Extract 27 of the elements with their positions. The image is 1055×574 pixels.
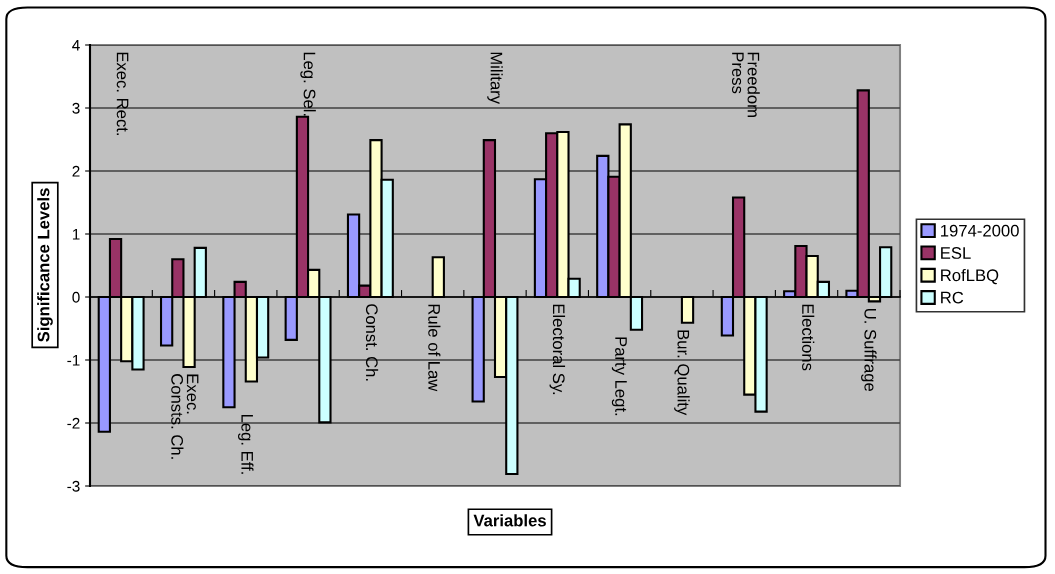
x-tick-label: Exec. Rect. <box>116 52 129 135</box>
y-tick-label: 4 <box>72 40 80 51</box>
y-axis-title: Significance Levels <box>37 188 53 342</box>
y-tick-label: -3 <box>67 480 80 492</box>
x-tick-label: Rule of Law <box>428 304 441 392</box>
legend-label: 1974-2000 <box>941 224 1019 237</box>
x-tick-label: Elections <box>802 304 815 371</box>
y-tick-label: 0 <box>72 291 80 303</box>
x-tick-label: Const. Ch. <box>365 304 379 381</box>
x-tick-label: Electoral Sy. <box>549 304 566 395</box>
x-tick-label: U. Suffrage <box>861 309 877 391</box>
x-tick-label: Leg. Eff. <box>238 414 254 474</box>
y-tick-label: 2 <box>72 165 80 177</box>
legend-label: RC <box>941 291 964 304</box>
y-tick-label: 3 <box>72 102 80 114</box>
x-tick-label: Exec. Consts. Ch. <box>171 374 199 459</box>
legend-label: RofLBQ <box>941 268 999 285</box>
y-tick-label: -2 <box>67 417 80 429</box>
x-tick-label: Party Legt. <box>611 337 627 416</box>
legend-label: ESL <box>941 247 971 259</box>
x-tick-label: Bur. Quality <box>674 330 690 416</box>
x-tick-label: Freedom Press <box>731 52 760 117</box>
y-tick-label: 1 <box>72 229 80 240</box>
y-tick-label: -1 <box>67 355 80 366</box>
x-axis-title: Variables <box>473 514 546 527</box>
x-tick-label: Leg. Sel. <box>300 52 316 116</box>
x-tick-label: Military <box>487 52 503 105</box>
